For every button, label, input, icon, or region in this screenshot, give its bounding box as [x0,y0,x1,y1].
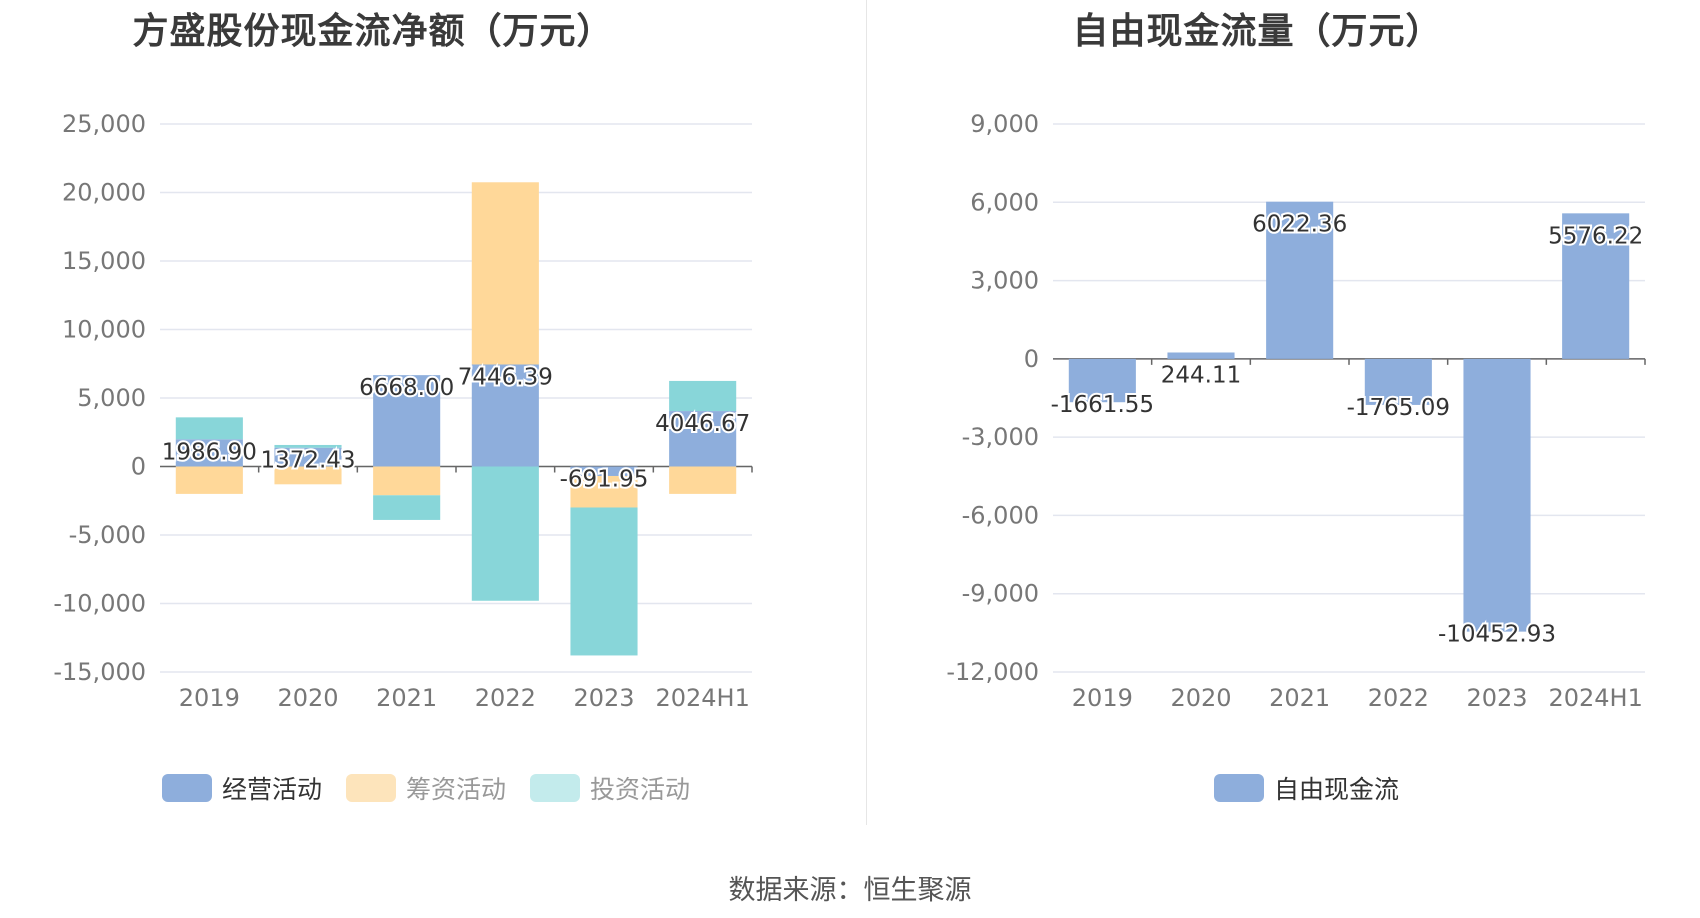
bar-investing [175,417,243,440]
bar-investing [570,507,638,656]
data-label-operating: 1372.43 [260,448,355,474]
legend-label-fcf: 自由现金流 [1274,775,1400,804]
bar-operating [471,364,539,467]
panel-divider [866,0,867,825]
bar-fcf [1562,213,1630,359]
y-tick-label: 10,000 [62,316,146,344]
data-label-fcf: 6022.36 [1252,212,1347,238]
y-tick-label: -12,000 [946,658,1039,686]
bar-fcf [1167,352,1235,359]
data-label-fcf: -10452.93 [1438,622,1556,648]
fcf-legend: 自由现金流 [1214,770,1399,806]
x-tick-label: 2019 [179,684,240,712]
x-tick-label: 2023 [1466,684,1527,712]
y-tick-label: -3,000 [962,423,1039,451]
x-tick-label: 2023 [573,684,634,712]
x-tick-label: 2022 [1368,684,1429,712]
legend-item-operating[interactable]: 经营活动 [162,770,322,806]
bar-financing [373,466,441,496]
data-label-operating: -691.95 [560,467,649,493]
y-tick-label: -15,000 [53,658,146,686]
bar-operating [570,466,638,476]
data-source-note: 数据来源：恒生聚源 [728,875,972,906]
y-tick-label: 15,000 [62,247,146,275]
data-label-fcf: -1765.09 [1347,395,1450,421]
bar-financing [669,466,737,494]
bar-operating [274,447,342,467]
cashflow-chart-svg: 25,000 20,000 15,000 10,000 5,000 0 -5,000 -10,… [53,110,753,712]
data-label-fcf: -1661.55 [1051,392,1154,418]
bar-investing [669,380,737,412]
legend-label-investing: 投资活动 [590,775,691,804]
fcf-chart-title: 自由现金流量（万元） [1072,11,1443,52]
x-tick-label: 2020 [1170,684,1231,712]
x-tick-label: 2024H1 [655,684,749,712]
bar-fcf [1364,358,1432,405]
y-tick-label: 20,000 [62,179,146,207]
cashflow-chart-title: 方盛股份现金流净额（万元） [132,11,614,52]
data-label-operating: 1986.90 [162,439,257,465]
bar-financing [471,182,539,365]
y-tick-label: -9,000 [962,580,1039,608]
legend-swatch-financing [346,774,397,802]
cashflow-legend: 经营活动 筹资活动 投资活动 [162,770,690,806]
legend-swatch-fcf [1214,774,1264,802]
legend-swatch-investing [530,774,581,802]
legend-item-fcf[interactable]: 自由现金流 [1214,770,1399,806]
data-label-operating: 7446.39 [458,364,553,390]
x-tick-label: 2024H1 [1548,684,1642,712]
y-tick-label: 0 [1024,345,1039,373]
bar-operating [175,439,243,467]
bar-fcf [1266,201,1334,359]
bar-investing [373,495,441,520]
cashflow-chart-panel: 方盛股份现金流净额（万元） 25,000 20,000 15,000 10,000 5,… [53,11,753,806]
fcf-chart-svg: 9,000 6,000 3,000 0 -3,000 -6,000 -9,000 -12,00… [946,110,1646,712]
bar-operating [669,411,737,467]
data-label-operating: 6668.00 [359,375,454,401]
bar-financing [274,466,342,485]
legend-item-investing[interactable]: 投资活动 [530,770,690,806]
y-tick-label: 3,000 [970,267,1039,295]
x-tick-label: 2022 [475,684,536,712]
x-tick-label: 2019 [1072,684,1133,712]
y-tick-label: 6,000 [970,188,1039,216]
legend-item-financing[interactable]: 筹资活动 [346,770,506,806]
data-label-fcf: 244.11 [1161,362,1241,388]
x-tick-label: 2020 [277,684,338,712]
y-tick-label: -6,000 [962,501,1039,529]
bar-operating [373,375,441,467]
x-tick-label: 2021 [376,684,437,712]
data-label-operating: 4046.67 [655,411,750,437]
y-tick-label: -5,000 [69,521,146,549]
y-tick-label: 5,000 [77,384,146,412]
bar-financing [175,466,243,494]
bar-investing [471,466,539,601]
fcf-chart-panel: 自由现金流量（万元） 9,000 6,000 3,000 0 -3,000 -6,000 -… [867,0,1700,918]
legend-swatch-operating [162,774,212,802]
y-tick-label: -10,000 [53,590,146,618]
bar-investing [274,444,342,448]
bar-fcf [1463,358,1531,632]
legend-label-financing: 筹资活动 [406,775,507,804]
legend-label-operating: 经营活动 [222,775,323,804]
data-label-fcf: 5576.22 [1548,223,1643,249]
y-tick-label: 0 [131,453,146,481]
bar-financing [570,475,638,508]
y-tick-label: 25,000 [62,110,146,138]
bar-fcf [1068,358,1136,403]
y-tick-label: 9,000 [970,110,1039,138]
x-tick-label: 2021 [1269,684,1330,712]
